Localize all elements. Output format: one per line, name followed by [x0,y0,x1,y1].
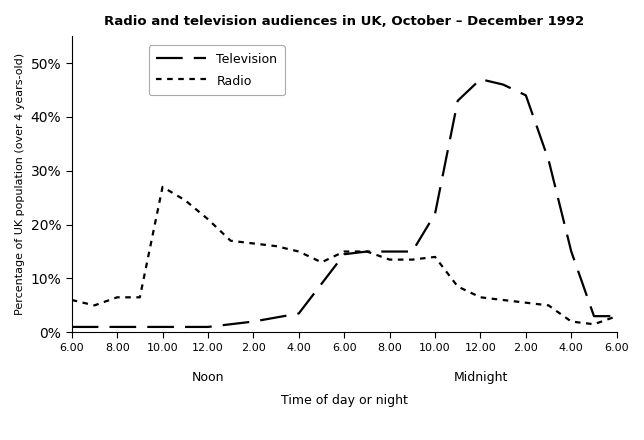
Television [363,249,371,254]
Radio [477,295,484,300]
Television [158,324,166,330]
Television [68,324,75,330]
Television [386,249,393,254]
Radio [182,198,189,203]
Radio [317,260,325,265]
Television [545,158,553,163]
Title: Radio and television audiences in UK, October – December 1992: Radio and television audiences in UK, Oc… [104,15,584,28]
Television [408,249,416,254]
Radio [91,303,99,308]
Television [249,319,257,324]
Radio [386,257,393,262]
Radio [295,249,303,254]
Radio [363,249,371,254]
Legend: Television, Radio: Television, Radio [149,45,285,95]
Television [431,211,439,216]
Television [499,82,507,87]
Radio [272,243,280,249]
Text: Midnight: Midnight [453,371,507,384]
Radio [431,254,439,260]
Text: Noon: Noon [192,371,224,384]
Y-axis label: Percentage of UK population (over 4 years-old): Percentage of UK population (over 4 year… [15,53,25,315]
Radio [567,319,575,324]
Radio [249,241,257,246]
Line: Radio: Radio [71,187,617,324]
Radio [158,184,166,190]
Television [477,77,484,82]
Radio [340,249,348,254]
Television [613,314,621,319]
Television [454,98,462,103]
Radio [68,297,75,303]
Radio [113,295,121,300]
Radio [590,322,598,327]
Television [113,324,121,330]
Radio [408,257,416,262]
Radio [204,216,212,222]
Radio [613,314,621,319]
Television [340,252,348,257]
Television [567,249,575,254]
Television [295,311,303,316]
Radio [454,284,462,289]
Radio [545,303,553,308]
Radio [499,297,507,303]
Radio [227,238,234,243]
Television [522,93,530,98]
X-axis label: Time of day or night: Time of day or night [281,394,408,407]
Radio [522,300,530,305]
Television [590,314,598,319]
Radio [136,295,144,300]
Television [204,324,212,330]
Line: Television: Television [71,79,617,327]
